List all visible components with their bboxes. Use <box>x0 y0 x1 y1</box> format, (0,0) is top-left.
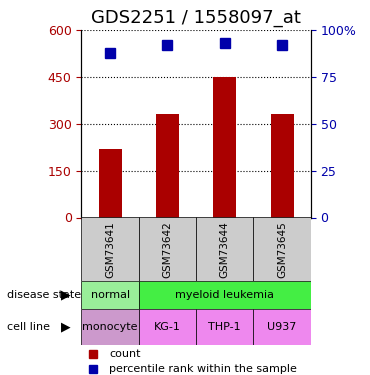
Text: monocyte: monocyte <box>83 322 138 332</box>
Text: normal: normal <box>91 290 130 300</box>
FancyBboxPatch shape <box>139 281 311 309</box>
Bar <box>213 77 236 218</box>
Bar <box>270 114 294 218</box>
Text: GSM73641: GSM73641 <box>105 221 115 278</box>
Text: ▶: ▶ <box>61 289 70 302</box>
Text: ▶: ▶ <box>61 321 70 334</box>
Text: GSM73644: GSM73644 <box>220 221 230 278</box>
Text: U937: U937 <box>268 322 297 332</box>
FancyBboxPatch shape <box>253 309 311 345</box>
Text: KG-1: KG-1 <box>154 322 181 332</box>
Text: percentile rank within the sample: percentile rank within the sample <box>109 364 297 374</box>
Bar <box>98 149 121 217</box>
FancyBboxPatch shape <box>196 217 253 281</box>
FancyBboxPatch shape <box>81 217 139 281</box>
FancyBboxPatch shape <box>139 217 196 281</box>
Text: GSM73645: GSM73645 <box>277 221 287 278</box>
Text: THP-1: THP-1 <box>208 322 241 332</box>
Text: myeloid leukemia: myeloid leukemia <box>175 290 274 300</box>
FancyBboxPatch shape <box>81 281 139 309</box>
Text: GSM73642: GSM73642 <box>162 221 172 278</box>
Text: cell line: cell line <box>7 322 50 332</box>
FancyBboxPatch shape <box>253 217 311 281</box>
FancyBboxPatch shape <box>196 309 253 345</box>
Title: GDS2251 / 1558097_at: GDS2251 / 1558097_at <box>91 9 301 27</box>
Text: count: count <box>109 349 141 359</box>
FancyBboxPatch shape <box>139 309 196 345</box>
FancyBboxPatch shape <box>81 309 139 345</box>
Bar <box>156 114 179 218</box>
Text: disease state: disease state <box>7 290 81 300</box>
